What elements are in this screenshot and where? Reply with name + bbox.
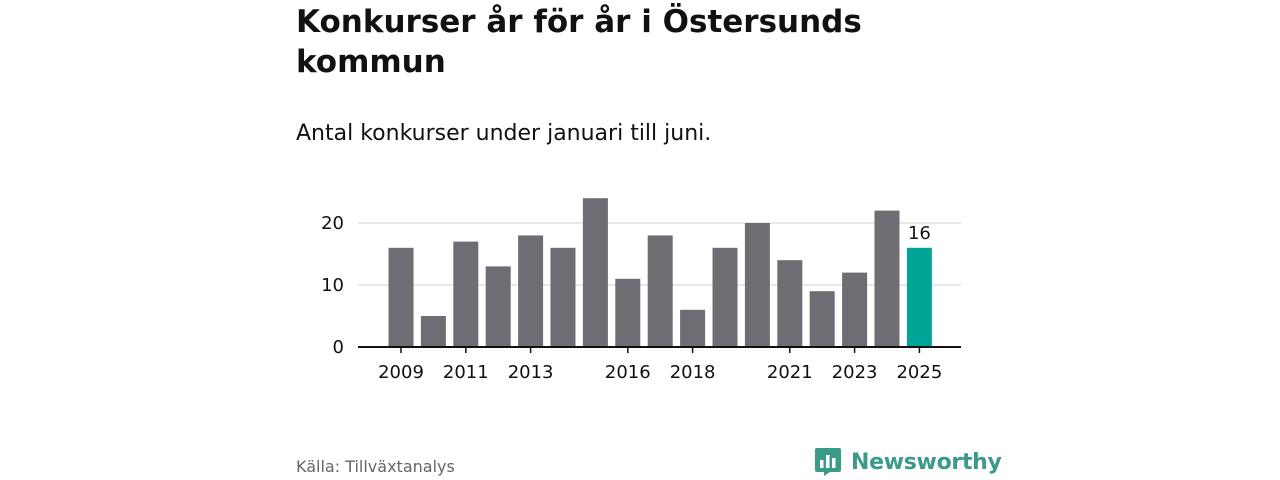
y-tick-label: 0: [333, 337, 344, 358]
source-note: Källa: Tillväxtanalys: [296, 457, 455, 476]
bar: [744, 223, 770, 347]
x-tick-label: 2025: [896, 362, 942, 383]
bar-chart: 0 10 20 2009 2011 2013 2016 2018 2021 2023 2025 16: [321, 198, 961, 383]
x-tick-label: 2023: [832, 362, 878, 383]
bar: [777, 260, 803, 347]
chart-subtitle: Antal konkurser under januari till juni.: [296, 121, 712, 146]
bar: [485, 266, 511, 347]
x-tick-label: 2013: [508, 362, 554, 383]
logo-text: Newsworthy: [851, 449, 1002, 475]
bar: [453, 241, 479, 347]
bars: [388, 198, 932, 347]
x-tick-label: 2021: [767, 362, 813, 383]
x-tick-label: 2016: [605, 362, 651, 383]
bar: [680, 309, 706, 347]
newsworthy-logo-icon: [815, 448, 841, 476]
bar: [842, 272, 868, 347]
bar: [647, 235, 673, 347]
labels: 0 10 20 2009 2011 2013 2016 2018 2021 2023 2025 16: [321, 213, 942, 383]
bar: [518, 235, 544, 347]
x-tick-label: 2018: [670, 362, 716, 383]
bar: [874, 210, 900, 347]
y-tick-label: 20: [321, 213, 344, 234]
bar: [712, 247, 738, 347]
bar: [420, 316, 446, 347]
y-tick-label: 10: [321, 275, 344, 296]
bar: [388, 247, 414, 347]
bar: [809, 291, 835, 347]
x-tick-label: 2009: [378, 362, 424, 383]
chart-card: Konkurser år för år i Östersunds kommun …: [296, 0, 1002, 480]
bar: [550, 247, 576, 347]
data-label-highlight: 16: [908, 223, 931, 244]
bar: [615, 278, 641, 347]
axes: [358, 346, 961, 353]
x-tick-label: 2011: [443, 362, 489, 383]
bar-highlight: [906, 247, 932, 347]
newsworthy-logo: Newsworthy: [814, 446, 1002, 478]
chart-title: Konkurser år för år i Östersunds kommun: [296, 4, 862, 80]
bar: [582, 198, 608, 347]
